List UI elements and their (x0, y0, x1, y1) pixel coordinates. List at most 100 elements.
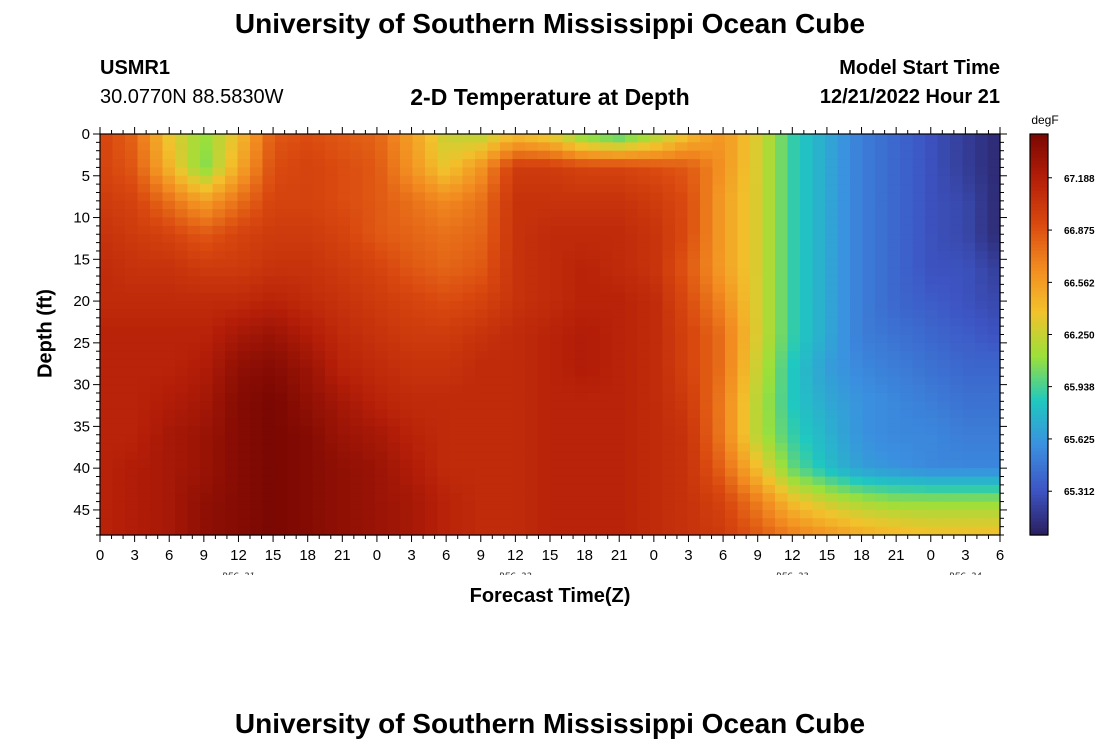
heatmap-cell (662, 526, 676, 536)
heatmap-cell (612, 459, 626, 469)
heatmap-cell (612, 217, 626, 227)
heatmap-cell (750, 259, 764, 269)
heatmap-cell (775, 443, 789, 453)
heatmap-cell (637, 409, 651, 419)
heatmap-cell (475, 267, 489, 277)
heatmap-cell (725, 367, 739, 377)
heatmap-cell (587, 443, 601, 453)
x-tick-label: 6 (996, 547, 1004, 564)
heatmap-cell (437, 309, 451, 319)
y-tick-label: 0 (82, 126, 90, 143)
heatmap-cell (412, 434, 426, 444)
heatmap-cell (575, 292, 589, 302)
heatmap-cell (625, 526, 639, 536)
heatmap-cell (775, 217, 789, 227)
heatmap-cell (625, 367, 639, 377)
heatmap-cell (337, 493, 351, 503)
heatmap-cell (212, 493, 226, 503)
colorbar-segment (1030, 214, 1048, 219)
heatmap-cell (575, 209, 589, 219)
heatmap-cell (912, 376, 926, 386)
heatmap-cell (512, 443, 526, 453)
heatmap-cell (962, 351, 976, 361)
heatmap-cell (462, 334, 476, 344)
heatmap-cell (425, 434, 439, 444)
heatmap-cell (437, 401, 451, 411)
heatmap-cell (337, 501, 351, 511)
heatmap-cell (787, 476, 801, 486)
heatmap-cell (337, 326, 351, 336)
heatmap-cell (475, 167, 489, 177)
heatmap-cell (412, 225, 426, 235)
colorbar-segment (1030, 504, 1048, 509)
heatmap-cell (825, 384, 839, 394)
heatmap-cell (387, 493, 401, 503)
colorbar-segment (1030, 444, 1048, 449)
heatmap-cell (400, 217, 414, 227)
heatmap-cell (312, 309, 326, 319)
heatmap-cell (500, 409, 514, 419)
heatmap-cell (512, 142, 526, 152)
heatmap-cell (800, 443, 814, 453)
heatmap-cell (375, 451, 389, 461)
heatmap-cell (625, 376, 639, 386)
heatmap-cell (487, 134, 501, 143)
heatmap-cell (450, 259, 464, 269)
heatmap-cell (287, 384, 301, 394)
heatmap-cell (937, 493, 951, 503)
heatmap-cell (512, 284, 526, 294)
heatmap-cell (537, 292, 551, 302)
heatmap-cell (525, 200, 539, 210)
heatmap-cell (200, 409, 214, 419)
heatmap-cell (375, 134, 389, 143)
heatmap-cell (100, 401, 114, 411)
heatmap-cell (350, 284, 364, 294)
heatmap-cell (700, 209, 714, 219)
heatmap-cell (400, 351, 414, 361)
heatmap-cell (875, 468, 889, 478)
heatmap-cell (237, 367, 251, 377)
heatmap-cell (925, 267, 939, 277)
heatmap-cell (825, 217, 839, 227)
heatmap-cell (687, 167, 701, 177)
heatmap-cell (825, 192, 839, 202)
heatmap-cell (487, 392, 501, 402)
heatmap-cell (212, 134, 226, 143)
heatmap-cell (700, 518, 714, 528)
heatmap-cell (425, 384, 439, 394)
heatmap-cell (737, 292, 751, 302)
heatmap-cell (650, 476, 664, 486)
heatmap-cell (287, 342, 301, 352)
heatmap-cell (250, 359, 264, 369)
heatmap-cell (362, 484, 376, 494)
heatmap-cell (962, 184, 976, 194)
heatmap-cell (137, 242, 151, 252)
heatmap-cell (275, 317, 289, 327)
heatmap-cell (262, 134, 276, 143)
heatmap-cell (900, 309, 914, 319)
heatmap-cell (212, 367, 226, 377)
heatmap-cell (950, 418, 964, 427)
heatmap-cell (762, 501, 776, 511)
heatmap-cell (750, 384, 764, 394)
heatmap-cell (312, 509, 326, 519)
heatmap-cell (762, 242, 776, 252)
heatmap-cell (175, 526, 189, 536)
heatmap-cell (112, 459, 126, 469)
heatmap-cell (312, 443, 326, 453)
heatmap-cell (275, 267, 289, 277)
heatmap-cell (862, 267, 876, 277)
heatmap-cell (250, 451, 264, 461)
heatmap-cell (450, 184, 464, 194)
heatmap-cell (487, 317, 501, 327)
heatmap-cell (587, 267, 601, 277)
heatmap-cell (737, 409, 751, 419)
colorbar-segment (1030, 294, 1048, 299)
heatmap-cell (575, 184, 589, 194)
heatmap-cell (712, 426, 726, 436)
heatmap-cell (300, 476, 314, 486)
heatmap-cell (912, 250, 926, 260)
heatmap-cell (725, 342, 739, 352)
heatmap-cell (500, 418, 514, 427)
heatmap-cell (312, 401, 326, 411)
